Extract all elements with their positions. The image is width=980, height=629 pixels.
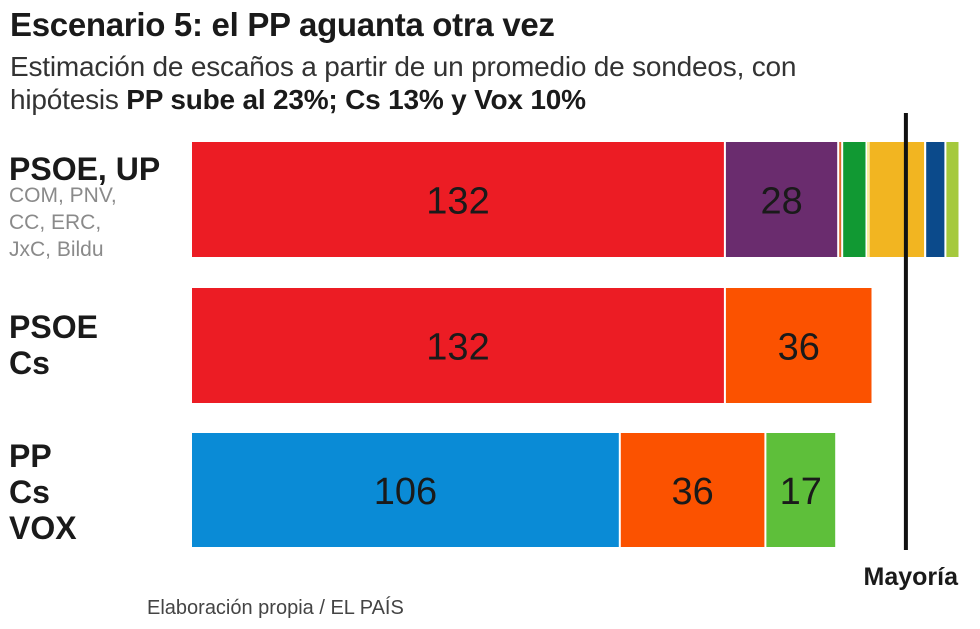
bar-segment-bildu	[946, 142, 959, 257]
subtitle-line-2-prefix: hipótesis	[10, 84, 127, 115]
bar-value-label: 132	[426, 327, 489, 369]
row-label: PSOE, UP	[9, 151, 160, 187]
bar-segment-psoe	[192, 142, 724, 257]
bar-value-label: 36	[778, 327, 820, 369]
row-sublabel: CC, ERC,	[9, 211, 101, 234]
bar-segment-vox	[766, 433, 836, 547]
bar-segment-cc	[867, 142, 869, 257]
subtitle-line-2: hipótesis PP sube al 23%; Cs 13% y Vox 1…	[10, 83, 796, 116]
bar-value-label: 17	[780, 471, 822, 513]
row-label: VOX	[9, 510, 77, 546]
bar-segment-pp	[192, 433, 619, 547]
bar-value-label: 132	[426, 181, 489, 223]
bar-segment-com	[839, 142, 842, 257]
bar-value-label: 28	[760, 181, 802, 223]
row-label: Cs	[9, 345, 50, 381]
row-label: PSOE	[9, 309, 98, 345]
majority-label: Mayoría	[864, 563, 960, 591]
bar-segment-jxc	[926, 142, 945, 257]
bar-segment-cs	[620, 433, 765, 547]
chart-title: Escenario 5: el PP aguanta otra vez	[10, 6, 555, 43]
subtitle-hypothesis: PP sube al 23%; Cs 13% y Vox 10%	[126, 84, 586, 115]
bar-value-label: 106	[374, 471, 437, 513]
bar-value-label: 36	[671, 471, 713, 513]
bar-segment-pnv	[843, 142, 866, 257]
bar-segment-cs	[725, 288, 872, 403]
bar-segment-erc	[869, 142, 925, 257]
row-label: PP	[9, 438, 52, 474]
row-label: Cs	[9, 474, 50, 510]
bar-segment-psoe	[192, 288, 724, 403]
bar-segment-up	[725, 142, 838, 257]
row-sublabel: JxC, Bildu	[9, 238, 104, 261]
chart-subtitle: Estimación de escaños a partir de un pro…	[10, 50, 796, 116]
source-note: Elaboración propia / EL PAÍS	[147, 597, 404, 619]
subtitle-line-1: Estimación de escaños a partir de un pro…	[10, 51, 797, 82]
row-sublabel: COM, PNV,	[9, 184, 117, 207]
